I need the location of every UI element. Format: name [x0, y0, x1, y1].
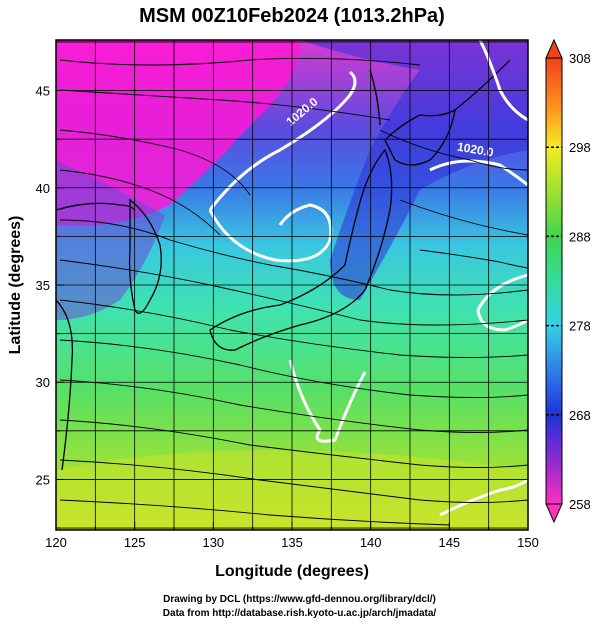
honshu	[209, 148, 393, 351]
contour-label-1020-east: 1020.0	[456, 139, 495, 159]
x-tick-label: 135	[281, 535, 303, 550]
y-axis-title: Latitude (degrees)	[7, 216, 24, 355]
chart-title: MSM 00Z10Feb2024 (1013.2hPa)	[139, 5, 445, 27]
colorbar-tick-label: 258	[569, 497, 591, 512]
x-tick-label: 140	[360, 535, 382, 550]
colorbar-min-extension	[545, 503, 563, 524]
colorbar-tick-label: 298	[569, 140, 591, 155]
isobar-1020-loop	[208, 203, 333, 263]
credit-drawing: Drawing by DCL (https://www.gfd-dennou.o…	[163, 594, 436, 605]
colorbar-tick-label: 288	[569, 229, 591, 244]
credit-data: Data from http://database.rish.kyoto-u.a…	[162, 608, 437, 619]
sakhalin	[369, 69, 381, 126]
colorbar-max-extension	[545, 38, 563, 59]
plot-area: 1020.0 1020.0	[56, 40, 528, 530]
y-tick-label: 35	[36, 278, 50, 293]
x-tick-label: 145	[438, 535, 460, 550]
colorbar-ticks: 258 268 278 288 298 308	[546, 51, 591, 512]
coastlines	[56, 59, 511, 471]
isobar-1020-northeast	[478, 40, 528, 122]
x-tick-label: 120	[45, 535, 67, 550]
y-axis: 25 30 35 40 45	[36, 41, 64, 529]
colorbar-scale	[545, 57, 563, 505]
y-tick-label: 45	[36, 84, 50, 99]
isobar-1020-east	[429, 159, 528, 187]
y-tick-label: 25	[36, 472, 50, 487]
colorbar-tick-label: 308	[569, 51, 591, 66]
continental-cold-region	[56, 160, 165, 320]
isobar-1016-south	[288, 359, 367, 443]
korean-peninsula	[128, 198, 162, 314]
colorbar-tick-label: 268	[569, 408, 591, 423]
china-coast	[56, 202, 136, 211]
northern-cold-tongue	[300, 40, 528, 300]
x-axis-title: Longitude (degrees)	[215, 563, 369, 580]
x-tick-label: 125	[124, 535, 146, 550]
colorbar-tick-label: 278	[569, 319, 591, 334]
gridlines	[56, 40, 528, 530]
isobar-1020-west	[208, 70, 357, 211]
kuril-islands	[454, 59, 511, 111]
y-tick-label: 40	[36, 181, 50, 196]
colorbar: 258 268 278 288 298 308	[545, 38, 591, 524]
streamlines	[59, 57, 528, 526]
isobar-1012-southeast	[439, 478, 528, 517]
x-axis: 120 125 130 135 140 145 150	[45, 522, 539, 550]
isobar-contours	[208, 40, 528, 517]
hokkaido	[384, 108, 456, 166]
x-tick-label: 130	[202, 535, 224, 550]
y-tick-label: 30	[36, 375, 50, 390]
x-tick-label: 150	[517, 535, 539, 550]
china-south-coast	[56, 299, 74, 471]
